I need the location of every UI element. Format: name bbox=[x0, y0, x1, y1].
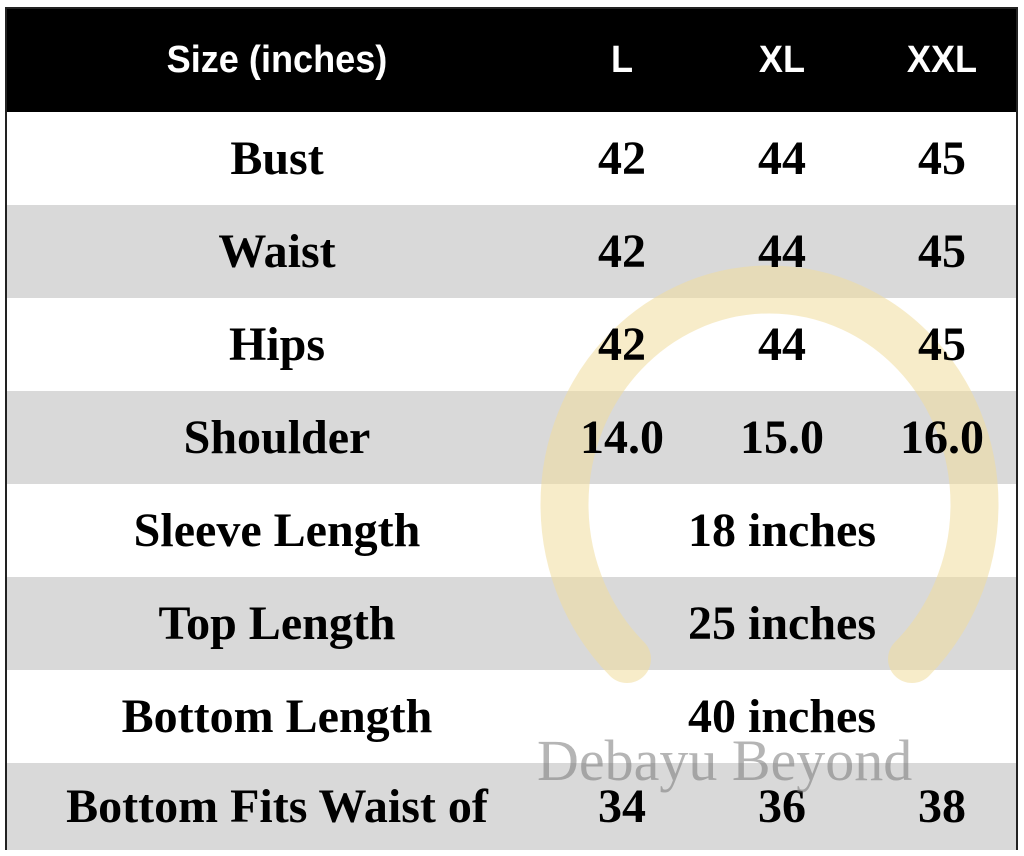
row-label: Top Length bbox=[158, 597, 396, 650]
table-row-top-length: Top Length 25 inches bbox=[7, 577, 1016, 670]
header-size-xl: XL bbox=[758, 39, 806, 81]
row-label: Bust bbox=[230, 132, 324, 185]
header-size-label: Size (inches) bbox=[166, 39, 388, 81]
cell-xl: 44 bbox=[758, 318, 806, 371]
row-label: Hips bbox=[228, 318, 326, 371]
table-row-shoulder: Shoulder 14.0 15.0 16.0 bbox=[7, 391, 1016, 484]
row-label: Bottom Fits Waist of bbox=[66, 780, 488, 833]
cell-xxl: 45 bbox=[918, 225, 966, 278]
cell-l: 42 bbox=[598, 225, 646, 278]
header-size-xxl: XXL bbox=[906, 39, 978, 81]
table-row-bottom-length: Bottom Length 40 inches bbox=[7, 670, 1016, 763]
cell-all-sizes: 18 inches bbox=[687, 504, 876, 557]
table-row-sleeve-length: Sleeve Length 18 inches bbox=[7, 484, 1016, 577]
cell-xxl: 45 bbox=[918, 132, 966, 185]
watermark-text: Debayu Beyond bbox=[537, 728, 913, 793]
table-row-waist: Waist 42 44 45 bbox=[7, 205, 1016, 298]
cell-xxl: 16.0 bbox=[900, 411, 984, 464]
cell-xl: 36 bbox=[758, 780, 806, 833]
row-label: Waist bbox=[218, 225, 336, 278]
cell-xl: 15.0 bbox=[740, 411, 824, 464]
header-row: Size (inches) L XL XXL bbox=[7, 9, 1016, 112]
cell-l: 34 bbox=[598, 780, 646, 833]
cell-all-sizes: 40 inches bbox=[687, 690, 876, 743]
header-size-l: L bbox=[610, 39, 634, 81]
cell-all-sizes: 25 inches bbox=[687, 597, 876, 650]
cell-xxl: 45 bbox=[918, 318, 966, 371]
cell-xl: 44 bbox=[758, 225, 806, 278]
table-row-hips: Hips 42 44 45 bbox=[7, 298, 1016, 391]
size-chart-table: Size (inches) L XL XXL Bust 42 44 45 Wai… bbox=[5, 7, 1018, 850]
cell-l: 14.0 bbox=[580, 411, 664, 464]
cell-l: 42 bbox=[598, 318, 646, 371]
row-label: Bottom Length bbox=[121, 690, 433, 743]
cell-xl: 44 bbox=[758, 132, 806, 185]
cell-l: 42 bbox=[598, 132, 646, 185]
cell-xxl: 38 bbox=[918, 780, 966, 833]
row-label: Shoulder bbox=[183, 411, 371, 464]
table-row-bust: Bust 42 44 45 bbox=[7, 112, 1016, 205]
table-row-bottom-fits-waist: Bottom Fits Waist of 34 36 38 bbox=[7, 763, 1016, 850]
row-label: Sleeve Length bbox=[133, 504, 421, 557]
